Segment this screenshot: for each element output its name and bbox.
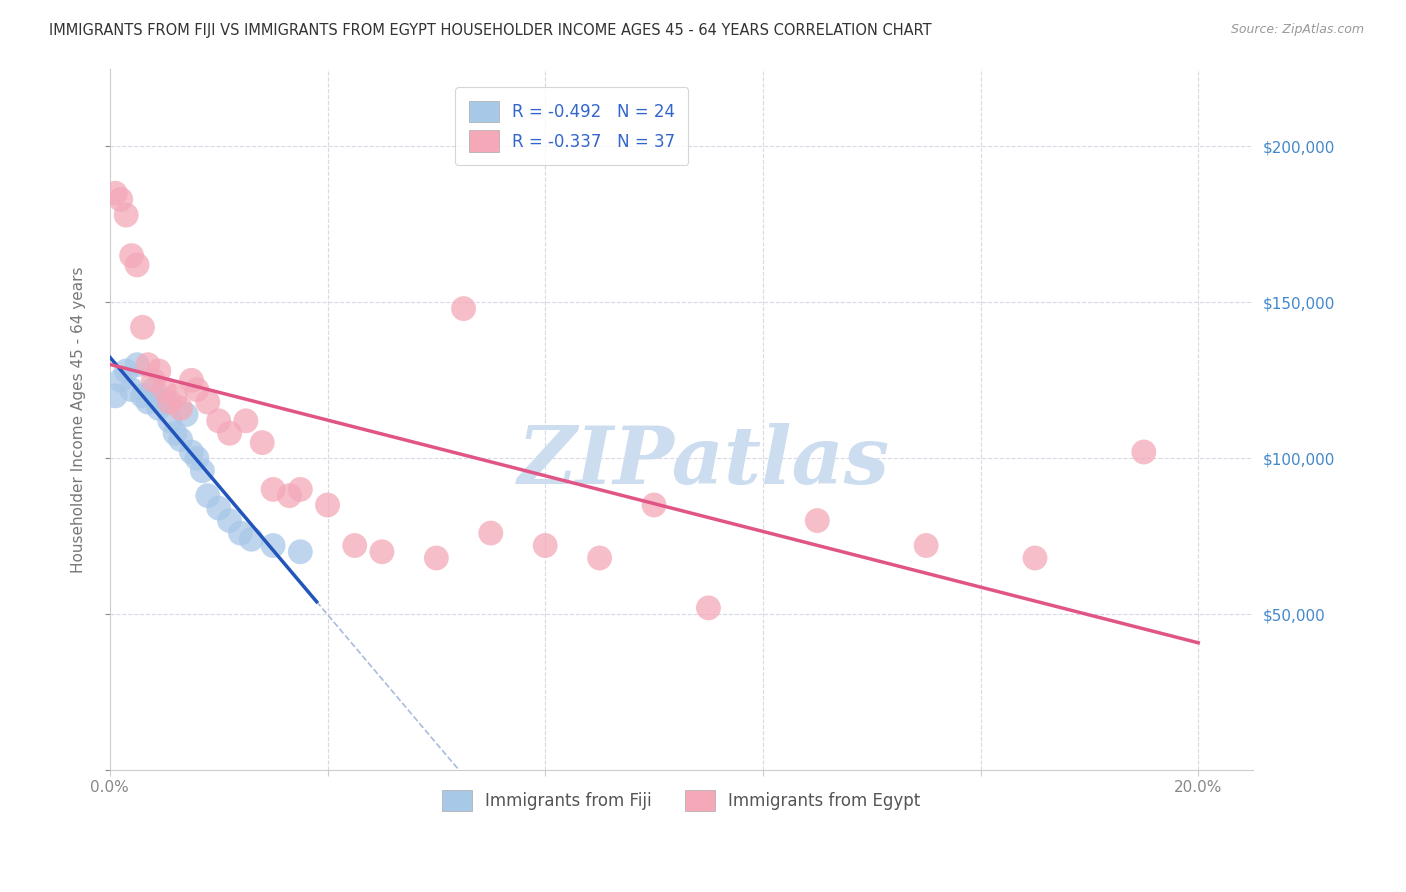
Point (697, 600, 720, 615)
Point (371, 545, 394, 559)
Point (136, 395, 159, 409)
Point (165, 389, 187, 403)
Text: ZIPatlas: ZIPatlas (517, 423, 890, 500)
Text: IMMIGRANTS FROM FIJI VS IMMIGRANTS FROM EGYPT HOUSEHOLDER INCOME AGES 45 - 64 YE: IMMIGRANTS FROM FIJI VS IMMIGRANTS FROM … (49, 23, 932, 38)
Point (197, 395, 219, 409)
Point (1133, 445, 1156, 459)
Point (115, 208, 138, 222)
Point (290, 483, 312, 497)
Point (131, 320, 153, 334)
Point (290, 545, 312, 559)
Point (252, 435, 274, 450)
Point (240, 533, 263, 547)
Point (643, 498, 665, 512)
Point (142, 373, 165, 387)
Point (115, 364, 138, 378)
Point (218, 514, 240, 528)
Point (191, 464, 214, 478)
Text: Source: ZipAtlas.com: Source: ZipAtlas.com (1230, 23, 1364, 37)
Point (186, 451, 208, 466)
Point (104, 186, 127, 201)
Point (588, 551, 610, 566)
Point (197, 489, 219, 503)
Point (136, 358, 159, 372)
Point (153, 383, 176, 397)
Point (208, 414, 231, 428)
Point (316, 498, 339, 512)
Point (131, 389, 153, 403)
Point (174, 408, 197, 422)
Point (125, 258, 148, 272)
Point (806, 514, 828, 528)
Point (262, 483, 284, 497)
Point (1024, 551, 1046, 566)
Point (180, 445, 202, 459)
Point (169, 433, 191, 447)
Point (425, 551, 447, 566)
Point (142, 383, 165, 397)
Point (159, 414, 181, 428)
Point (915, 539, 938, 553)
Point (153, 395, 176, 409)
Point (218, 426, 240, 441)
Point (235, 414, 257, 428)
Point (169, 401, 191, 416)
Point (453, 301, 475, 316)
Point (165, 426, 187, 441)
Point (229, 526, 252, 541)
Legend: Immigrants from Fiji, Immigrants from Egypt: Immigrants from Fiji, Immigrants from Eg… (429, 777, 934, 825)
Point (104, 389, 127, 403)
Point (121, 383, 143, 397)
Point (278, 489, 301, 503)
Y-axis label: Householder Income Ages 45 - 64 years: Householder Income Ages 45 - 64 years (72, 266, 86, 573)
Point (479, 526, 502, 541)
Point (121, 249, 143, 263)
Point (186, 383, 208, 397)
Point (110, 193, 132, 207)
Point (148, 401, 170, 416)
Point (159, 395, 181, 409)
Point (262, 539, 284, 553)
Point (208, 501, 231, 516)
Point (343, 539, 366, 553)
Point (148, 364, 170, 378)
Point (110, 373, 132, 387)
Point (534, 539, 557, 553)
Point (180, 373, 202, 387)
Point (125, 358, 148, 372)
